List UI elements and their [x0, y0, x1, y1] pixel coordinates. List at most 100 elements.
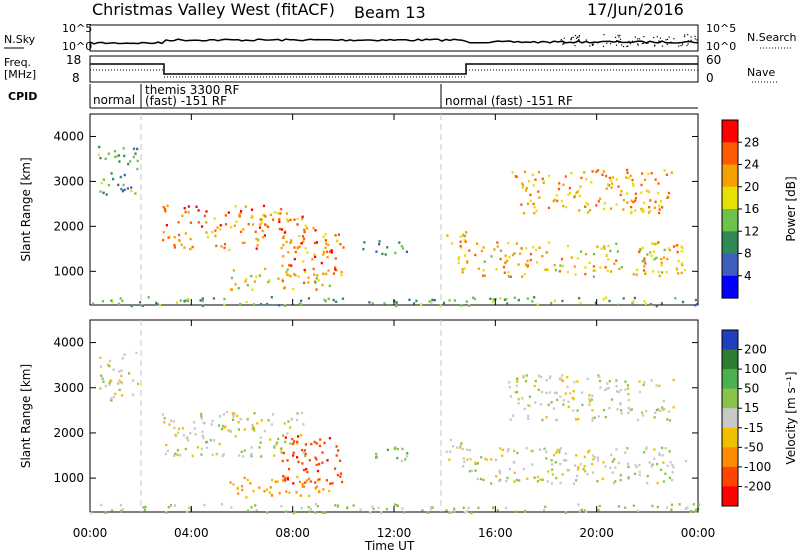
echo-cell	[459, 444, 462, 447]
echo-cell	[599, 197, 602, 200]
echo-cell	[562, 403, 565, 406]
echo-cell	[596, 480, 599, 483]
echo-cell	[205, 440, 209, 444]
echo-cell	[108, 383, 111, 386]
echo-cell	[264, 223, 267, 226]
echo-cell	[602, 298, 605, 301]
echo-cell	[508, 467, 512, 471]
echo-cell	[253, 429, 256, 432]
echo-cell	[517, 263, 520, 266]
echo-cell	[680, 271, 683, 275]
nave-tick-top: 60	[706, 53, 721, 67]
echo-cell	[273, 211, 276, 214]
echo-cell	[337, 449, 340, 452]
echo-cell	[288, 491, 291, 494]
echo-cell	[622, 208, 625, 211]
echo-cell	[649, 210, 652, 213]
echo-cell	[304, 443, 307, 446]
echo-cell	[270, 296, 273, 299]
echo-cell	[602, 207, 605, 211]
echo-cell	[335, 269, 338, 272]
echo-cell	[203, 422, 206, 425]
colorbar-swatch	[722, 486, 738, 507]
echo-cell	[627, 411, 630, 415]
echo-cell	[250, 208, 254, 211]
echo-cell	[119, 503, 122, 507]
echo-cell	[518, 479, 521, 482]
echo-cell	[117, 382, 120, 385]
echo-cell	[240, 450, 243, 454]
echo-cell	[550, 301, 553, 305]
echo-cell	[99, 365, 103, 368]
echo-cell	[576, 191, 579, 194]
echo-cell	[545, 251, 548, 254]
echo-cell	[474, 461, 477, 464]
echo-cell	[597, 415, 600, 418]
nsearch-dot	[658, 40, 660, 42]
echo-cell	[661, 206, 664, 209]
echo-cell	[535, 248, 538, 252]
echo-cell	[551, 468, 554, 471]
echo-cell	[162, 231, 165, 234]
echo-cell	[655, 384, 658, 387]
echo-cell	[676, 250, 679, 254]
echo-cell	[173, 246, 176, 249]
echo-cell	[572, 409, 575, 412]
echo-cell	[126, 187, 129, 190]
echo-cell	[292, 454, 295, 457]
echo-cell	[595, 170, 598, 173]
echo-cell	[591, 419, 594, 422]
echo-cell	[540, 375, 543, 379]
echo-cell	[642, 383, 645, 387]
echo-cell	[98, 145, 101, 149]
echo-cell	[163, 421, 166, 424]
echo-cell	[529, 252, 532, 256]
echo-cell	[583, 455, 586, 459]
echo-cell	[592, 275, 595, 278]
echo-cell	[578, 209, 581, 212]
echo-cell	[206, 235, 209, 239]
echo-cell	[113, 150, 117, 153]
echo-cell	[598, 379, 602, 383]
echo-cell	[630, 210, 633, 213]
echo-cell	[553, 264, 556, 267]
echo-cell	[247, 223, 250, 226]
x-axis-label: Time UT	[364, 539, 415, 553]
echo-cell	[576, 474, 579, 478]
echo-cell	[264, 215, 267, 218]
echo-cell	[281, 264, 284, 267]
echo-cell	[200, 225, 204, 228]
echo-cell	[421, 509, 424, 512]
nsearch-dot	[591, 43, 593, 45]
echo-cell	[653, 242, 656, 246]
echo-cell	[460, 246, 463, 249]
echo-cell	[307, 276, 310, 279]
echo-cell	[466, 448, 469, 451]
echo-cell	[503, 298, 506, 301]
echo-cell	[599, 386, 602, 389]
echo-cell	[490, 482, 493, 485]
echo-cell	[541, 478, 544, 481]
echo-cell	[579, 302, 582, 305]
echo-cell	[292, 482, 295, 485]
echo-cell	[591, 416, 594, 420]
date-label: 17/Jun/2016	[587, 0, 684, 19]
echo-cell	[627, 462, 630, 465]
echo-cell	[457, 261, 460, 264]
echo-cell	[465, 510, 468, 513]
echo-cell	[677, 260, 680, 263]
echo-cell	[292, 511, 295, 515]
colorbar-tick-label: 4	[744, 269, 752, 283]
echo-cell	[100, 374, 103, 377]
echo-cell	[243, 428, 246, 431]
echo-cell	[227, 429, 230, 432]
echo-cell	[456, 446, 459, 449]
echo-cell	[394, 251, 397, 255]
echo-cell	[244, 280, 247, 283]
echo-cell	[224, 214, 227, 217]
echo-cell	[264, 267, 267, 271]
echo-cell	[599, 266, 602, 269]
echo-cell	[341, 480, 344, 484]
nsearch-dot	[637, 44, 639, 46]
echo-cell	[654, 178, 657, 181]
